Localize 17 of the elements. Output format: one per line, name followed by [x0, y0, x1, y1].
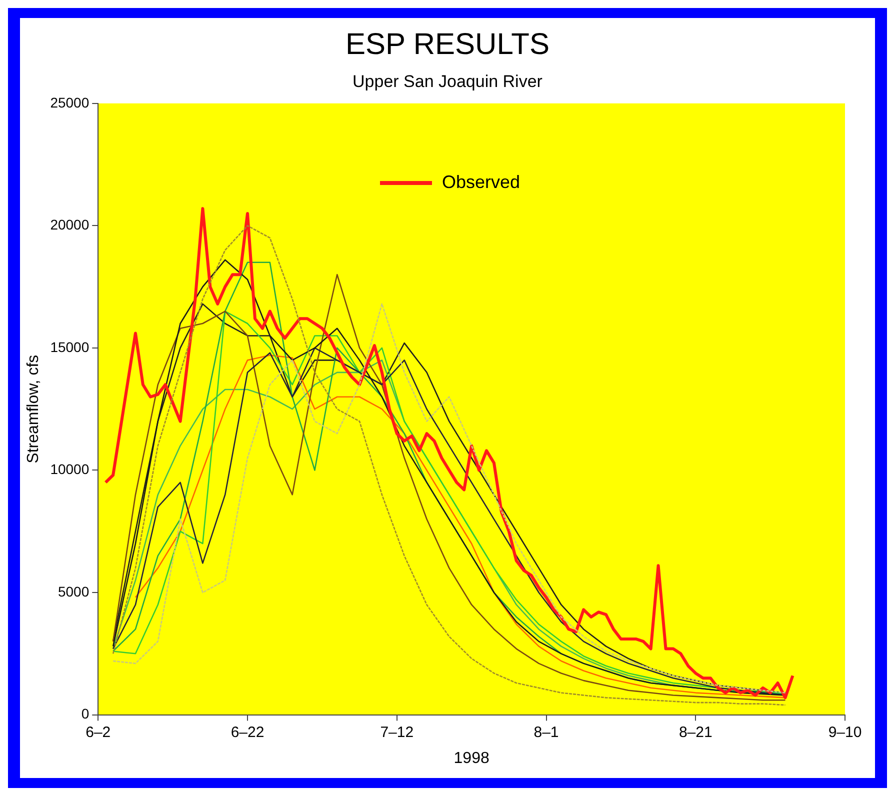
y-tick-label: 0 — [81, 706, 90, 722]
chart-subtitle: Upper San Joaquin River — [352, 72, 544, 92]
y-tick-label: 20000 — [50, 216, 90, 233]
y-axis-title: Streamflow, cfs — [25, 354, 42, 464]
chart-title: ESP RESULTS — [344, 27, 550, 62]
x-tick-label: 8–1 — [534, 724, 559, 741]
x-tick-label: 6–22 — [230, 724, 264, 741]
x-tick-label: 8–21 — [678, 724, 712, 741]
x-tick-label: 7–12 — [380, 724, 414, 741]
x-tick-label: 6–2 — [86, 724, 111, 741]
y-tick-label: 10000 — [50, 461, 90, 478]
x-tick-label: 9–10 — [828, 724, 862, 741]
y-tick-label: 15000 — [50, 338, 90, 355]
y-tick-label: 25000 — [50, 94, 90, 110]
x-axis-title: 1998 — [454, 750, 490, 767]
y-tick-label: 5000 — [58, 583, 90, 600]
legend-label: Observed — [442, 172, 520, 193]
